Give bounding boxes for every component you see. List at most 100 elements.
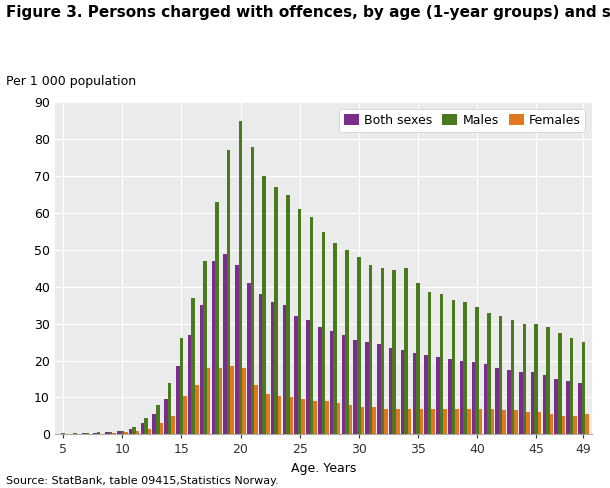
Bar [82, 433, 85, 434]
Bar [404, 268, 408, 434]
Bar [365, 342, 369, 434]
Bar [101, 433, 104, 434]
Bar [546, 327, 550, 434]
Bar [259, 294, 262, 434]
Bar [475, 307, 479, 434]
Bar [448, 359, 451, 434]
Bar [168, 383, 171, 434]
Bar [357, 257, 361, 434]
Bar [242, 368, 246, 434]
Bar [487, 313, 490, 434]
Bar [511, 320, 514, 434]
Bar [526, 412, 529, 434]
Bar [408, 408, 411, 434]
Bar [179, 339, 183, 434]
Bar [514, 410, 518, 434]
Bar [247, 283, 251, 434]
Bar [262, 176, 266, 434]
Bar [538, 412, 542, 434]
Bar [132, 427, 136, 434]
Bar [207, 368, 210, 434]
Bar [144, 418, 148, 434]
Bar [484, 364, 487, 434]
Bar [152, 414, 156, 434]
Bar [88, 433, 92, 434]
Bar [396, 408, 400, 434]
Bar [310, 217, 314, 434]
Bar [70, 433, 73, 434]
Bar [464, 302, 467, 434]
Bar [495, 368, 499, 434]
Bar [534, 324, 538, 434]
Bar [199, 305, 203, 434]
Bar [455, 408, 459, 434]
Bar [195, 385, 199, 434]
Bar [215, 202, 218, 434]
Bar [401, 349, 404, 434]
Bar [372, 407, 376, 434]
Bar [306, 320, 310, 434]
Bar [479, 408, 483, 434]
Bar [141, 423, 144, 434]
Bar [578, 383, 582, 434]
Bar [431, 408, 435, 434]
Bar [148, 429, 151, 434]
Bar [301, 399, 305, 434]
Bar [349, 405, 352, 434]
Bar [164, 399, 168, 434]
Bar [342, 335, 345, 434]
Bar [251, 147, 254, 434]
Bar [105, 432, 109, 434]
Bar [286, 195, 290, 434]
Bar [231, 366, 234, 434]
Bar [460, 361, 464, 434]
Bar [451, 300, 455, 434]
Bar [345, 250, 349, 434]
Bar [274, 187, 278, 434]
Bar [121, 430, 124, 434]
Legend: Both sexes, Males, Females: Both sexes, Males, Females [339, 109, 586, 132]
Bar [558, 333, 562, 434]
Bar [271, 302, 275, 434]
Bar [585, 414, 589, 434]
Bar [562, 416, 565, 434]
Bar [416, 283, 420, 434]
Text: Source: StatBank, table 09415,Statistics Norway.: Source: StatBank, table 09415,Statistics… [6, 476, 279, 486]
Bar [235, 264, 239, 434]
Bar [93, 433, 97, 434]
Bar [554, 379, 558, 434]
Bar [239, 121, 242, 434]
Bar [472, 363, 475, 434]
Text: Figure 3. Persons charged with offences, by age (1-year groups) and sex. 2012: Figure 3. Persons charged with offences,… [6, 5, 610, 20]
Bar [503, 410, 506, 434]
Bar [266, 394, 270, 434]
Bar [129, 429, 132, 434]
Bar [58, 433, 62, 434]
Bar [282, 305, 286, 434]
Bar [570, 339, 573, 434]
Bar [183, 396, 187, 434]
Bar [136, 430, 140, 434]
Bar [254, 385, 257, 434]
Bar [325, 401, 329, 434]
Bar [73, 433, 77, 434]
Bar [550, 414, 553, 434]
Bar [381, 268, 384, 434]
Bar [218, 368, 222, 434]
Bar [490, 408, 494, 434]
Bar [573, 416, 577, 434]
Bar [519, 372, 523, 434]
Bar [523, 324, 526, 434]
Bar [112, 433, 116, 434]
Bar [109, 432, 112, 434]
Bar [85, 433, 88, 434]
Bar [156, 405, 160, 434]
Bar [428, 292, 431, 434]
Bar [314, 401, 317, 434]
Bar [171, 416, 175, 434]
Bar [290, 397, 293, 434]
Bar [361, 407, 364, 434]
Bar [176, 366, 179, 434]
Bar [188, 335, 192, 434]
X-axis label: Age. Years: Age. Years [290, 462, 356, 475]
